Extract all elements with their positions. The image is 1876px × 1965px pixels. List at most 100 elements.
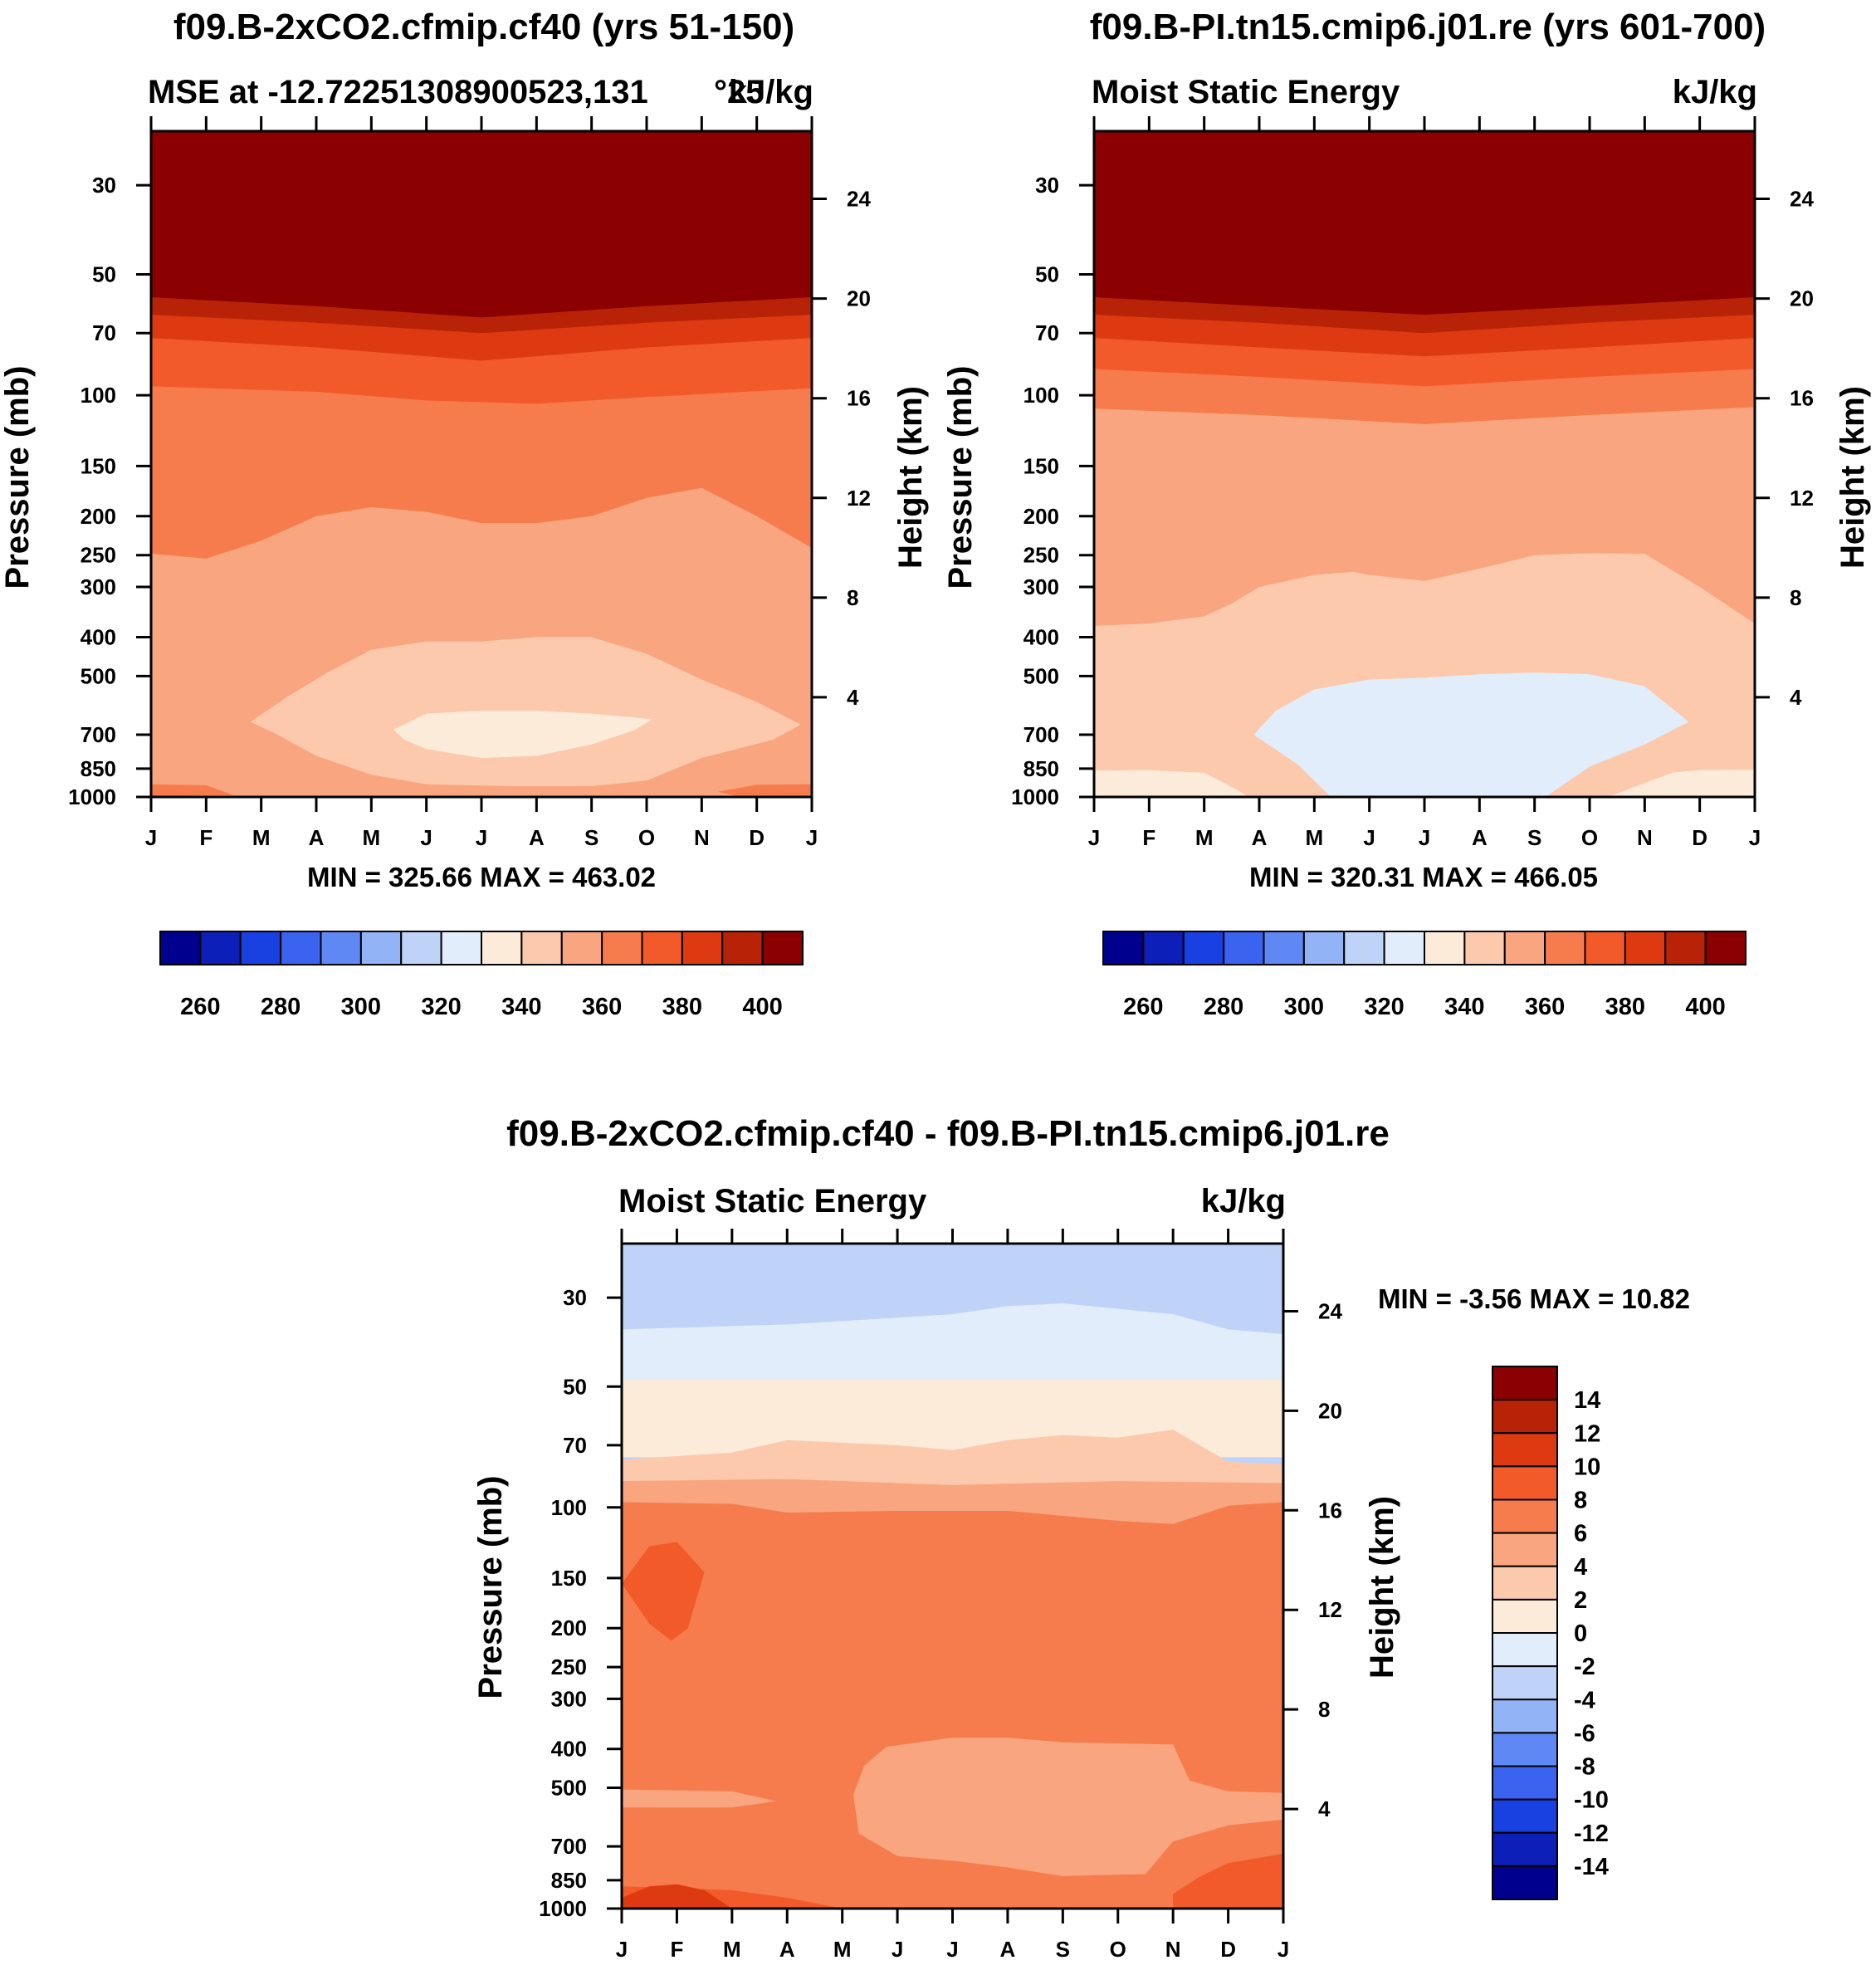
colorbar-case: 260 280 300 320 340 360 380 400	[159, 931, 804, 1020]
colorbar-swatch	[1102, 931, 1145, 965]
pressure-tick-label: 500	[1023, 663, 1059, 688]
x-tick-label: A	[309, 825, 325, 850]
pressure-tick-label: 30	[563, 1285, 587, 1310]
contour-band	[622, 1244, 1283, 1315]
x-tick-label: S	[584, 825, 598, 850]
pressure-axis-label-control: Pressure (mb)	[942, 366, 979, 589]
pressure-tick-label: 1000	[1011, 785, 1059, 809]
colorbar-swatch	[1492, 1665, 1558, 1701]
panel-case-right-label: kJ/kg	[729, 74, 813, 110]
colorbar-label: 260	[1123, 994, 1163, 1020]
colorbar-swatch	[1492, 1366, 1558, 1401]
pressure-tick-label: 70	[563, 1433, 587, 1458]
colorbar-swatch	[1704, 931, 1747, 965]
x-tick-label: J	[1088, 825, 1100, 850]
contour-fills	[151, 131, 812, 797]
colorbar-label: 10	[1574, 1454, 1600, 1480]
x-tick-label: A	[1472, 825, 1488, 850]
x-tick-label: D	[1220, 1937, 1236, 1962]
x-tick-label: S	[1056, 1937, 1070, 1962]
x-tick-label: N	[1637, 825, 1653, 850]
x-tick-label: A	[529, 825, 545, 850]
x-tick-label: F	[199, 825, 213, 850]
colorbar-swatch	[1492, 1598, 1558, 1634]
panel-case-center-label: °25	[714, 74, 765, 110]
colorbar-swatch	[159, 931, 202, 965]
colorbar-swatch	[1263, 931, 1305, 965]
pressure-tick-label: 850	[551, 1868, 587, 1893]
x-tick-label: J	[476, 825, 487, 850]
pressure-tick-label: 70	[1035, 320, 1059, 345]
height-tick-label: 8	[847, 585, 858, 610]
pressure-tick-label: 400	[1023, 624, 1059, 649]
pressure-tick-label: 700	[1023, 722, 1059, 747]
plot-area-case: J F M A M J J A S O N D J 30 50 70 100 150 200 250 300 400 500…	[68, 116, 871, 850]
contour-band	[1253, 672, 1689, 797]
colorbar-swatch	[280, 931, 322, 965]
minmax-difference: MIN = -3.56 MAX = 10.82	[1378, 1283, 1690, 1314]
x-tick-label: N	[694, 825, 710, 850]
colorbar-label: 14	[1574, 1387, 1600, 1414]
colorbar-swatch	[440, 931, 482, 965]
panel-control-right-label: kJ/kg	[1673, 74, 1757, 110]
colorbar-label: 4	[1574, 1554, 1587, 1581]
colorbar-label: 400	[1685, 994, 1725, 1020]
x-tick-label: S	[1527, 825, 1541, 850]
x-tick-label: F	[670, 1937, 683, 1962]
pressure-tick-label: 850	[1023, 756, 1059, 781]
x-tick-label: M	[833, 1937, 852, 1962]
height-tick-label: 24	[847, 187, 871, 212]
height-axis-label-difference: Height (km)	[1364, 1496, 1400, 1679]
colorbar-swatch	[1503, 931, 1546, 965]
colorbar-swatch	[1492, 1432, 1558, 1468]
contour-band	[1094, 770, 1248, 797]
pressure-tick-label: 200	[81, 504, 116, 529]
colorbar-label: 400	[742, 994, 782, 1020]
pressure-tick-label: 1000	[68, 785, 116, 809]
contour-band	[622, 1479, 1283, 1524]
pressure-tick-label: 500	[551, 1776, 587, 1801]
colorbar-label: 360	[582, 994, 622, 1020]
colorbar-swatch	[1492, 1765, 1558, 1801]
contour-band	[718, 784, 812, 797]
colorbar-swatch	[1492, 1498, 1558, 1534]
x-tick-label: J	[420, 825, 432, 850]
colorbar-swatch	[1492, 1565, 1558, 1601]
contour-band	[622, 1789, 776, 1808]
colorbar-label: -6	[1574, 1720, 1595, 1747]
height-axis-label-case: Height (km)	[892, 386, 929, 569]
x-tick-label: N	[1165, 1937, 1181, 1962]
x-tick-label: J	[806, 825, 818, 850]
x-tick-label: J	[616, 1937, 628, 1962]
contour-band	[1173, 1854, 1283, 1909]
colorbar-label: 380	[1605, 994, 1645, 1020]
colorbar-label: -14	[1574, 1854, 1609, 1880]
pressure-tick-label: 850	[81, 756, 116, 781]
colorbar-label: 8	[1574, 1488, 1587, 1514]
colorbar-label: 0	[1574, 1620, 1587, 1647]
colorbar-swatch	[481, 931, 523, 965]
colorbar-swatch	[1223, 931, 1265, 965]
x-tick-label: A	[1252, 825, 1268, 850]
x-tick-label: D	[1692, 825, 1707, 850]
colorbar-swatch	[1343, 931, 1385, 965]
panel-case-title: f09.B-2xCO2.cfmip.cf40 (yrs 51-150)	[173, 7, 794, 47]
x-tick-label: J	[1363, 825, 1375, 850]
pressure-tick-label: 250	[551, 1655, 587, 1679]
x-tick-label: M	[252, 825, 271, 850]
contour-band	[622, 1884, 732, 1909]
pressure-tick-label: 200	[551, 1616, 587, 1640]
colorbar-difference: 14 12 10 8 6 4 2 0 -2 -4 -6 -8 -10 -12 -14	[1492, 1366, 1609, 1900]
colorbar-label: -8	[1574, 1754, 1595, 1781]
panel-difference-left-label: Moist Static Energy	[618, 1183, 927, 1220]
height-tick-label: 20	[1790, 286, 1814, 311]
colorbar-label: 340	[501, 994, 541, 1020]
colorbar-label: 2	[1574, 1587, 1587, 1614]
height-tick-label: 24	[1790, 187, 1814, 212]
pressure-tick-label: 400	[81, 624, 116, 649]
x-tick-label: M	[1195, 825, 1214, 850]
colorbar-label: 300	[341, 994, 381, 1020]
pressure-tick-label: 50	[92, 262, 116, 287]
contour-band	[853, 1738, 1283, 1876]
